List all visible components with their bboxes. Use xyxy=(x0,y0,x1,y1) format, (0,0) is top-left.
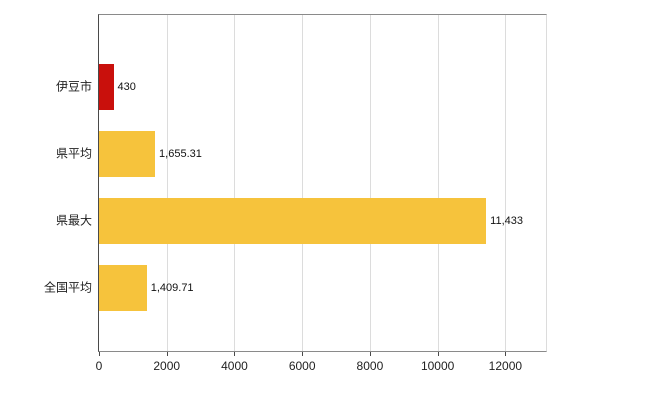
category-label: 県最大 xyxy=(55,213,92,227)
x-axis-tick-label: 12000 xyxy=(488,359,523,373)
category-label: 県平均 xyxy=(55,146,92,160)
x-axis-tick xyxy=(369,352,371,356)
bar-県平均 xyxy=(99,130,156,177)
gridline xyxy=(505,15,507,351)
x-axis-tick-label: 2000 xyxy=(153,359,181,373)
x-axis-tick-label: 10000 xyxy=(420,359,455,373)
x-axis-tick xyxy=(505,352,507,356)
x-axis-tick xyxy=(302,352,304,356)
bar-value-label: 1,409.71 xyxy=(150,281,194,294)
category-label: 全国平均 xyxy=(43,280,92,294)
bar-伊豆市 xyxy=(99,63,114,110)
bar-value-label: 430 xyxy=(117,80,136,93)
x-axis-tick-label: 6000 xyxy=(288,359,316,373)
gridline xyxy=(369,15,371,351)
bar-県最大 xyxy=(99,197,487,244)
gridline xyxy=(234,15,236,351)
x-axis-tick xyxy=(166,352,168,356)
gridline xyxy=(302,15,304,351)
x-axis-tick xyxy=(99,352,100,356)
x-axis-tick xyxy=(437,352,439,356)
plot-area: 0 2000 4000 6000 8000 10000 12000 430 1,655.31 11… xyxy=(96,14,547,373)
x-axis-tick xyxy=(234,352,236,356)
bar-value-label: 1,655.31 xyxy=(159,147,202,160)
gridline xyxy=(166,15,168,351)
gridline xyxy=(437,15,439,351)
x-axis-tick-label: 0 xyxy=(95,359,103,373)
x-axis-tick-label: 4000 xyxy=(221,359,248,373)
x-axis-tick-label: 8000 xyxy=(356,359,384,373)
category-label: 伊豆市 xyxy=(55,79,92,93)
bar-value-label: 11,433 xyxy=(490,214,523,227)
bar-全国平均 xyxy=(99,264,147,311)
